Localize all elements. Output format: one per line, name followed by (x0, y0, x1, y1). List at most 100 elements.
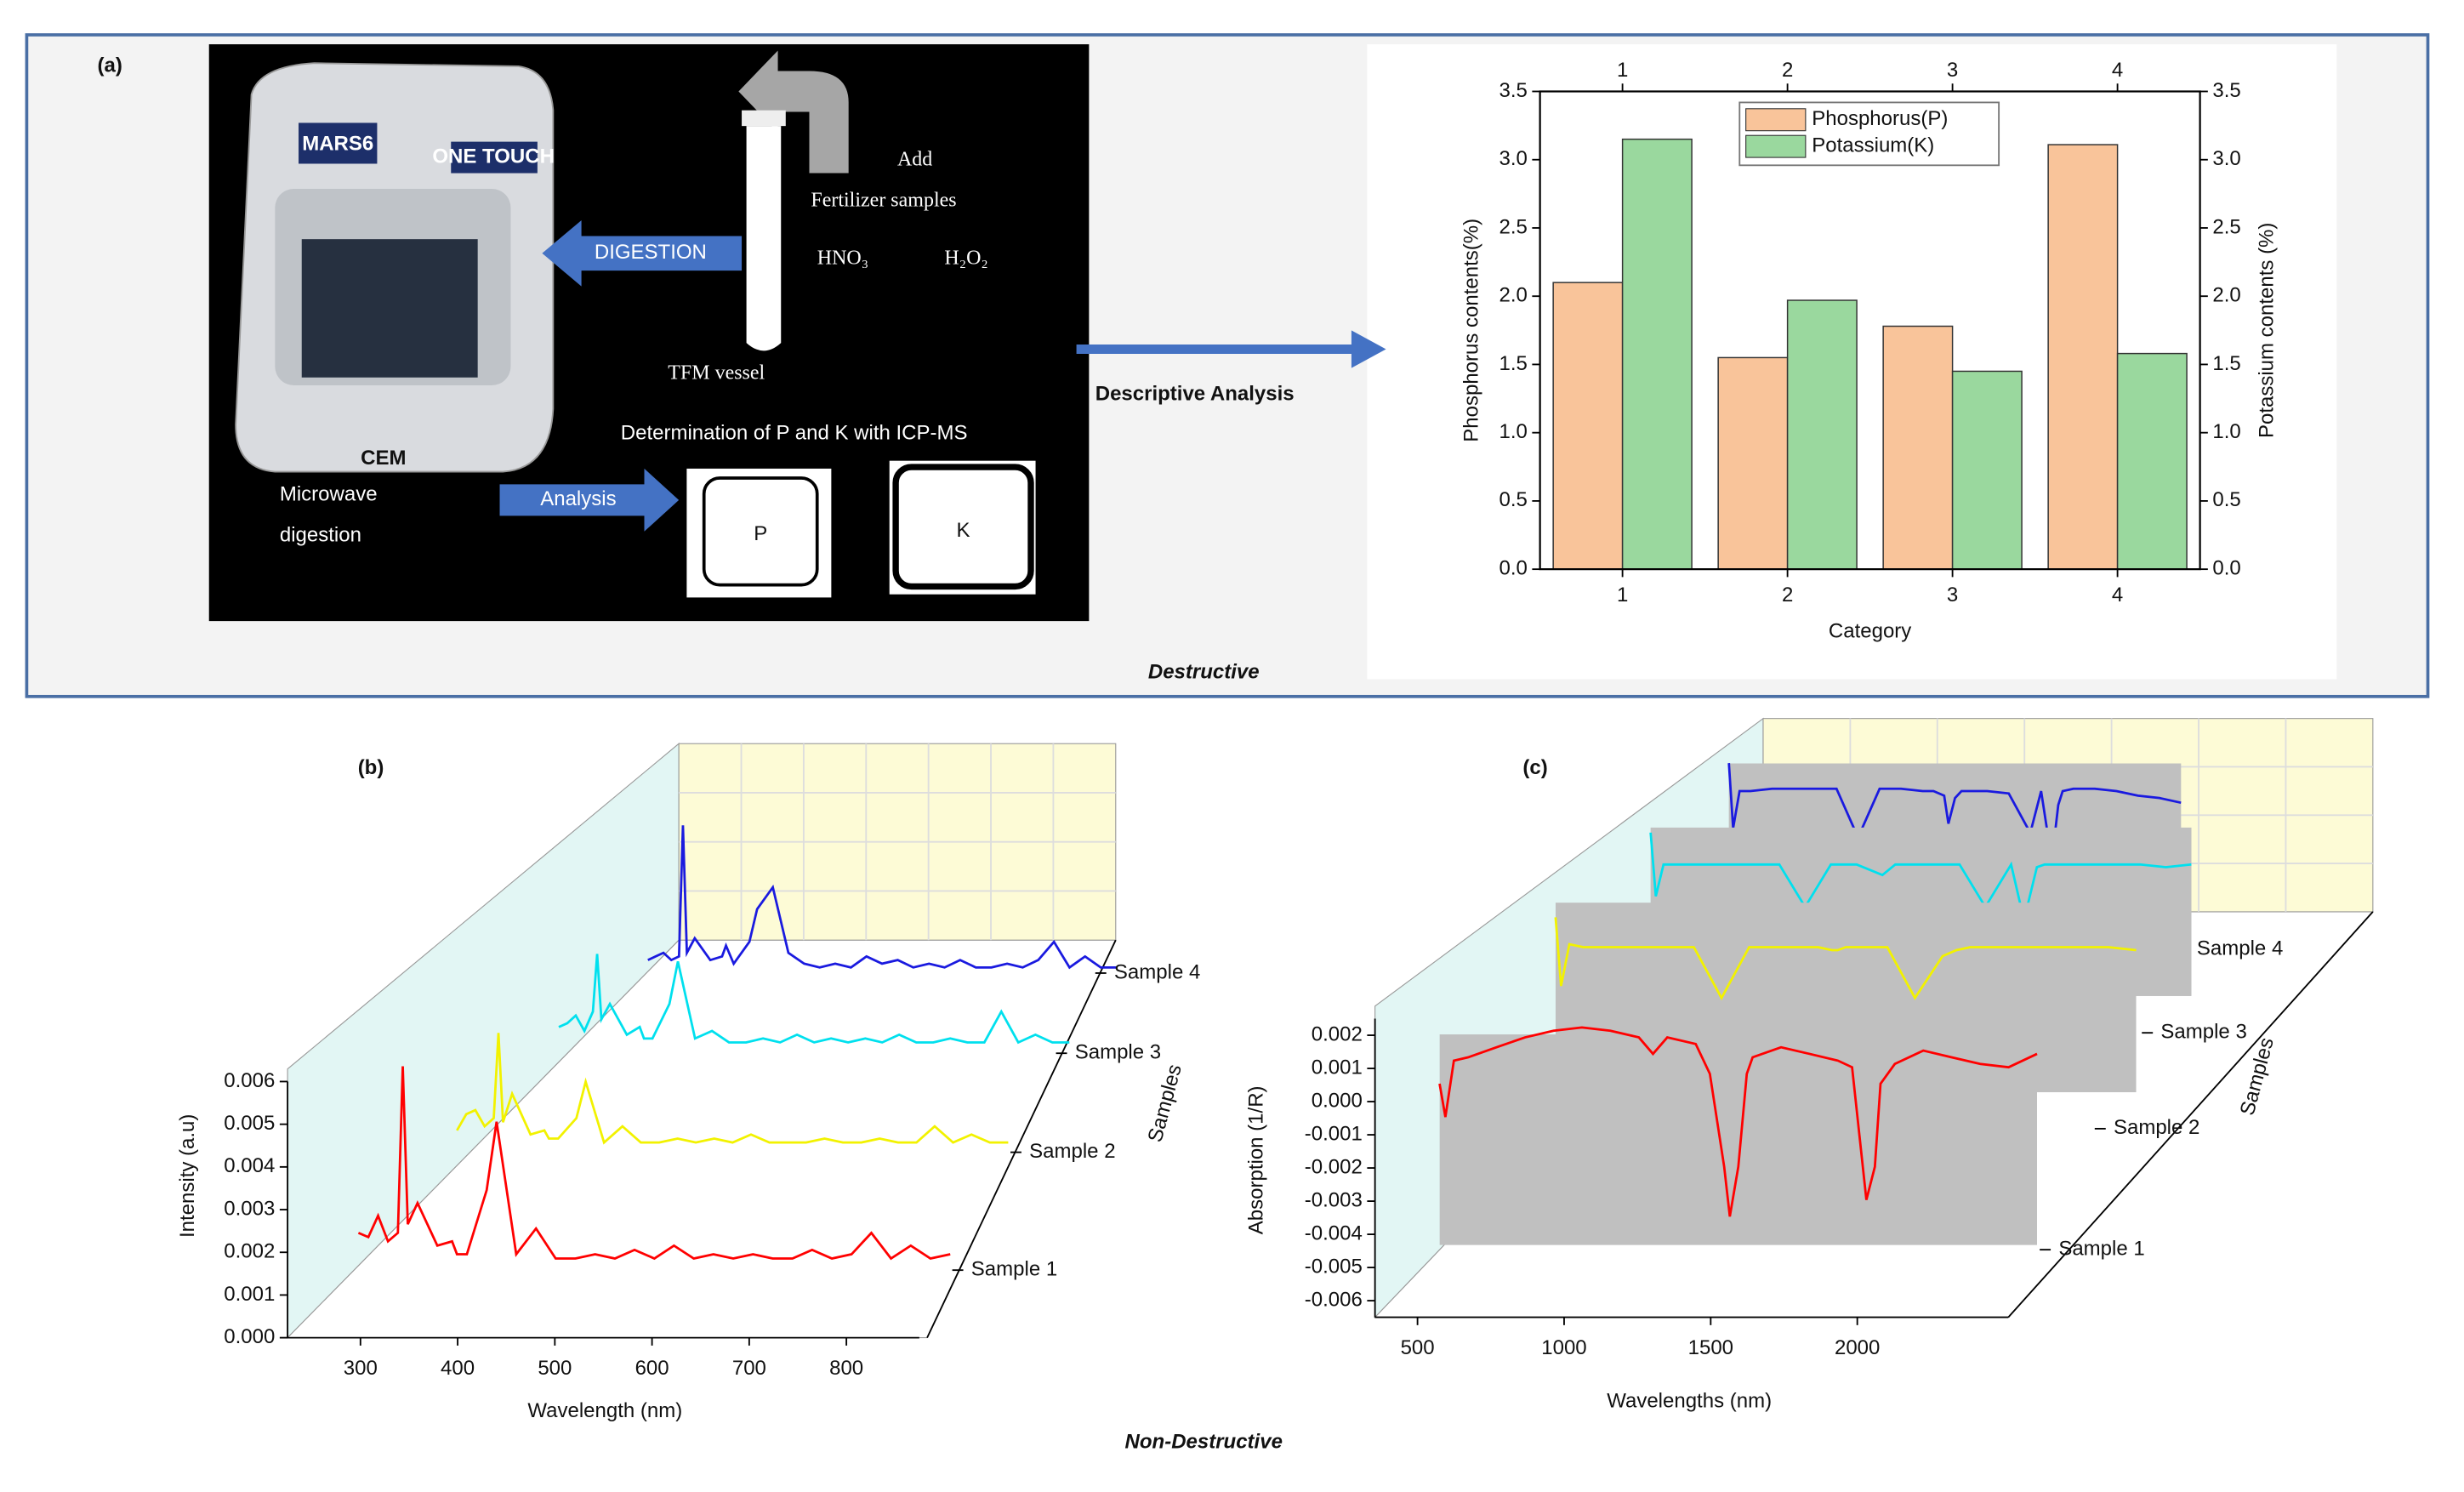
label: Microwave (280, 483, 378, 506)
flow-arrow (1076, 330, 1386, 368)
y-tick-label: 2.5 (1499, 215, 1527, 238)
y2-tick-label: 1.5 (2212, 352, 2240, 375)
x-tick-label: 2000 (1835, 1336, 1880, 1359)
top-tick-label: 2 (1782, 59, 1793, 82)
y-tick-label: -0.004 (1305, 1222, 1363, 1244)
bar (1621, 138, 1693, 570)
y2-tick-label: 3.0 (2212, 147, 2240, 170)
y-tick-label: 0.005 (224, 1112, 275, 1135)
device-window (301, 239, 478, 378)
x-tick-label: 4 (2112, 584, 2123, 606)
key-label: P (754, 522, 767, 545)
y-tick-label: 0.000 (224, 1325, 275, 1348)
key (702, 476, 819, 587)
arrow-label: Analysis (540, 487, 616, 510)
caption: Non-Destructive (1125, 1431, 1283, 1454)
top-tick-label: 3 (1947, 59, 1958, 82)
y-tick-label: 0.006 (224, 1069, 275, 1092)
plot-frame (1539, 90, 2201, 571)
x-tick-label: 600 (635, 1357, 669, 1380)
device-brand: ONE TOUCH (432, 145, 555, 168)
y2-tick-label: 2.0 (2212, 284, 2240, 307)
bar (2116, 352, 2188, 570)
device-screen (299, 122, 378, 164)
x-tick-label: 1500 (1688, 1336, 1733, 1359)
curved-arrow (738, 50, 849, 174)
label: Add (897, 148, 932, 170)
spectrum-line (357, 1066, 951, 1261)
device-brand: MARS6 (302, 133, 373, 156)
y-tick-label: 0.001 (224, 1283, 275, 1306)
depth-label: Sample 4 (1114, 960, 1200, 983)
y-axis-label: Phosphorus contents(%) (1460, 219, 1483, 442)
bar (1882, 325, 1954, 570)
device-brand: CEM (361, 447, 406, 470)
y-tick-label: 1.0 (1499, 420, 1527, 443)
legend-swatch (1745, 108, 1807, 132)
microwave-device: MARS6 ONE TOUCH CEM (235, 62, 555, 473)
device-panel (451, 141, 538, 174)
y-tick-label: 0.003 (224, 1197, 275, 1220)
y-tick-label: 0.002 (1312, 1022, 1363, 1045)
y-tick-label: -0.001 (1305, 1122, 1363, 1145)
depth-axis (926, 939, 1117, 1339)
panel-label: (a) (98, 54, 122, 77)
x-tick-label: 2 (1782, 584, 1793, 606)
digestion-arrow (542, 219, 743, 287)
analysis-arrow (499, 468, 680, 532)
depth-label: Sample 4 (2197, 937, 2283, 960)
depth-label: Sample 3 (1075, 1041, 1161, 1064)
bar (2047, 144, 2119, 570)
x-tick-label: 3 (1947, 584, 1958, 606)
y2-tick-label: 0.5 (2212, 488, 2240, 511)
x-tick-label: 700 (732, 1357, 766, 1380)
x-tick-label: 1000 (1541, 1336, 1586, 1359)
label: HNO₃ (817, 248, 868, 270)
vessel (746, 126, 782, 351)
y-tick-label: 0.004 (224, 1154, 275, 1177)
y-tick-label: -0.006 (1305, 1288, 1363, 1311)
top-tick-label: 4 (2112, 59, 2123, 82)
bar (1786, 299, 1858, 570)
depth-label: Sample 2 (2114, 1116, 2199, 1139)
x-axis-label: Wavelength (nm) (527, 1399, 682, 1422)
bar (1717, 356, 1789, 570)
y-tick-label: 3.5 (1499, 79, 1527, 102)
panel-label: (c) (1522, 756, 1547, 779)
key-label: K (957, 519, 970, 542)
y-tick-label: -0.005 (1305, 1255, 1363, 1278)
y-tick-label: 2.0 (1499, 284, 1527, 307)
panel-label: (b) (358, 756, 384, 779)
bar (1552, 282, 1624, 570)
x-tick-label: 1 (1617, 584, 1628, 606)
legend-label: Phosphorus(P) (1812, 107, 1948, 130)
y-tick-label: 0.5 (1499, 488, 1527, 511)
y-tick-label: 0.0 (1499, 556, 1527, 579)
spectrum-line (1438, 1026, 2038, 1217)
label: H₂O₂ (944, 248, 987, 270)
depth-label: Sample 3 (2160, 1021, 2246, 1044)
x-axis-label: Category (1829, 619, 1911, 642)
spectrum-line (1727, 763, 2182, 862)
vessel-cap (742, 110, 786, 127)
y-tick-label: 0.002 (224, 1240, 275, 1263)
key (892, 464, 1034, 590)
bar (1951, 370, 2023, 570)
top-tick-label: 1 (1617, 59, 1628, 82)
y2-tick-label: 0.0 (2212, 556, 2240, 579)
x-tick-label: 400 (441, 1357, 475, 1380)
depth-label: Sample 1 (971, 1258, 1057, 1281)
label: Determination of P and K with ICP-MS (621, 422, 968, 445)
depth-axis (2007, 911, 2374, 1318)
spectrum-line (647, 825, 1117, 970)
spectrum-line (1649, 832, 2192, 921)
caption: Destructive (1148, 660, 1260, 683)
label: TFM vessel (668, 362, 765, 384)
y-axis-label: Absorption (1/R) (1244, 1085, 1267, 1234)
x-tick-label: 500 (538, 1357, 572, 1380)
x-axis-label: Wavelengths (nm) (1607, 1390, 1772, 1413)
y-axis-label: Intensity (a.u) (176, 1114, 199, 1238)
y-tick-label: -0.002 (1305, 1155, 1363, 1178)
y2-tick-label: 2.5 (2212, 215, 2240, 238)
y2-tick-label: 1.0 (2212, 420, 2240, 443)
